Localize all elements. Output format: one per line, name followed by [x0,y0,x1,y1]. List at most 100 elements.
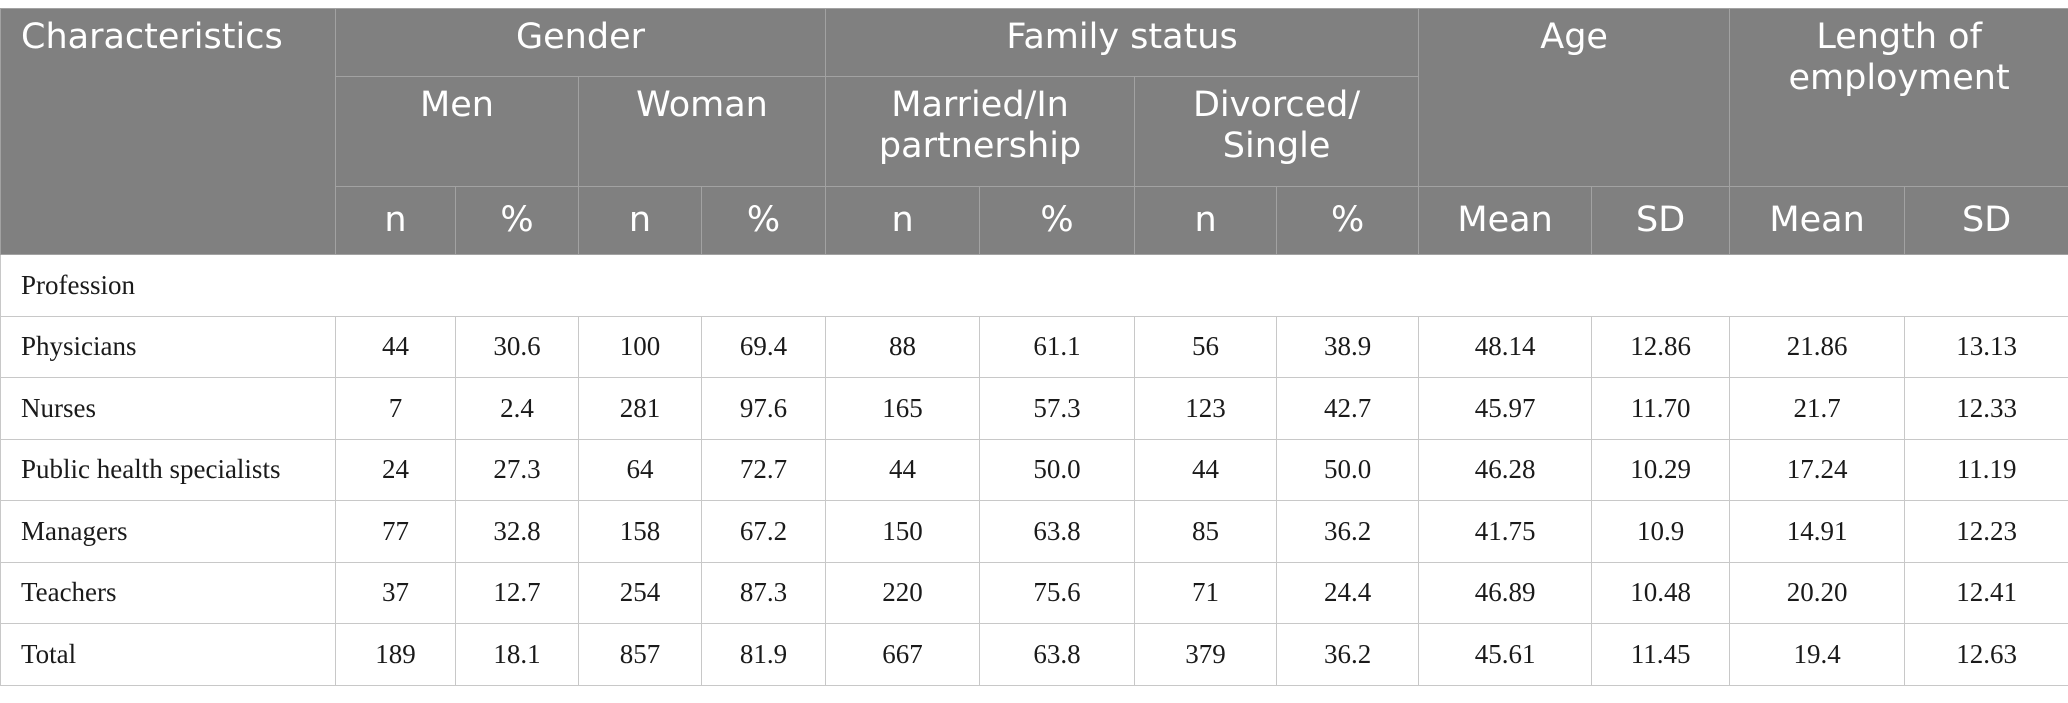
cell-men-pct: 2.4 [455,377,579,440]
cell-employment-sd: 12.41 [1904,561,2068,624]
header-age: Age [1418,8,1731,187]
row-label: Public health specialists [0,438,336,501]
cell-men-n: 77 [335,500,456,563]
cell-married-n: 220 [825,561,981,624]
cell-divorced-n: 56 [1134,315,1278,378]
cell-married-n: 88 [825,315,981,378]
header-length-of-employment: Length of employment [1729,8,2068,187]
cell-age-sd: 12.86 [1591,315,1731,378]
header-characteristics: Characteristics [0,8,336,255]
header-age-sd: SD [1591,186,1731,255]
header-employment-mean: Mean [1729,186,1906,255]
cell-age-mean: 45.61 [1418,623,1593,686]
cell-married-pct: 57.3 [979,377,1136,440]
header-age-mean: Mean [1418,186,1593,255]
header-divorced-n: n [1134,186,1278,255]
header-row-groups: Characteristics Gender Family status Age… [0,8,2068,255]
cell-men-n: 37 [335,561,456,624]
cell-married-pct: 61.1 [979,315,1136,378]
header-woman: Woman [577,76,827,187]
header-married-n: n [825,186,981,255]
header-married-pct: % [979,186,1136,255]
cell-employment-sd: 11.19 [1904,438,2068,501]
cell-woman-n: 254 [578,561,702,624]
cell-men-pct: 12.7 [455,561,579,624]
cell-divorced-pct: 38.9 [1276,315,1420,378]
cell-men-n: 189 [335,623,456,686]
cell-married-pct: 75.6 [979,561,1136,624]
section-label: Profession [0,254,2068,317]
header-men-n: n [335,186,456,255]
cell-men-pct: 27.3 [455,438,579,501]
header-woman-pct: % [700,186,827,255]
header-men: Men [335,76,579,187]
cell-employment-mean: 14.91 [1729,500,1906,563]
cell-age-mean: 46.89 [1418,561,1593,624]
table-row: Physicians 44 30.6 100 69.4 88 61.1 56 38.9 48.14… [0,315,2068,378]
cell-married-n: 44 [825,438,981,501]
row-label: Physicians [0,315,336,378]
cell-woman-n: 64 [578,438,702,501]
cell-woman-n: 158 [578,500,702,563]
table-row: Total 189 18.1 857 81.9 667 63.8 379 36.2 45.61 11… [0,623,2068,686]
header-employment-sd: SD [1904,186,2068,255]
cell-employment-mean: 19.4 [1729,623,1906,686]
cell-woman-n: 100 [578,315,702,378]
cell-married-n: 165 [825,377,981,440]
cell-employment-sd: 12.33 [1904,377,2068,440]
table-row: Teachers 37 12.7 254 87.3 220 75.6 71 24.4 46.89 1… [0,561,2068,624]
cell-men-pct: 32.8 [455,500,579,563]
row-label: Managers [0,500,336,563]
demographics-table: Characteristics Gender Family status Age… [0,8,2068,686]
cell-employment-mean: 20.20 [1729,561,1906,624]
header-row-measures: n % n % n % n % Mean SD Mean SD [1,186,2068,255]
cell-men-n: 24 [335,438,456,501]
cell-woman-n: 281 [578,377,702,440]
table-header: Characteristics Gender Family status Age… [0,8,2068,255]
row-label: Nurses [0,377,336,440]
table-row: Nurses 7 2.4 281 97.6 165 57.3 123 42.7 45.97 11.7… [0,377,2068,440]
table-row: Public health specialists 24 27.3 64 72.7 44 5… [0,438,2068,501]
cell-woman-pct: 81.9 [700,623,827,686]
cell-age-sd: 11.70 [1591,377,1731,440]
header-divorced-pct: % [1276,186,1420,255]
cell-woman-pct: 72.7 [700,438,827,501]
row-label: Total [0,623,336,686]
cell-employment-mean: 21.86 [1729,315,1906,378]
cell-divorced-n: 379 [1134,623,1278,686]
cell-men-pct: 18.1 [455,623,579,686]
cell-employment-mean: 17.24 [1729,438,1906,501]
cell-woman-n: 857 [578,623,702,686]
cell-employment-mean: 21.7 [1729,377,1906,440]
cell-age-mean: 46.28 [1418,438,1593,501]
cell-age-sd: 10.48 [1591,561,1731,624]
cell-age-mean: 41.75 [1418,500,1593,563]
row-label: Teachers [0,561,336,624]
cell-employment-sd: 13.13 [1904,315,2068,378]
cell-divorced-n: 44 [1134,438,1278,501]
cell-age-mean: 45.97 [1418,377,1593,440]
table-body: Profession Physicians 44 30.6 100 69.4 88 61.1… [0,254,2068,686]
cell-woman-pct: 97.6 [700,377,827,440]
cell-married-n: 667 [825,623,981,686]
cell-divorced-pct: 24.4 [1276,561,1420,624]
header-men-pct: % [455,186,579,255]
cell-employment-sd: 12.63 [1904,623,2068,686]
cell-divorced-pct: 36.2 [1276,500,1420,563]
cell-divorced-pct: 42.7 [1276,377,1420,440]
cell-divorced-n: 123 [1134,377,1278,440]
header-married: Married/In partnership [825,76,1136,187]
cell-woman-pct: 87.3 [700,561,827,624]
cell-age-mean: 48.14 [1418,315,1593,378]
cell-men-pct: 30.6 [455,315,579,378]
cell-divorced-n: 85 [1134,500,1278,563]
cell-married-pct: 63.8 [979,623,1136,686]
cell-married-n: 150 [825,500,981,563]
header-gender: Gender [334,8,827,77]
header-family-status: Family status [825,8,1420,77]
cell-age-sd: 11.45 [1591,623,1731,686]
header-divorced: Divorced/ Single [1134,76,1420,187]
cell-woman-pct: 69.4 [700,315,827,378]
header-woman-n: n [578,186,702,255]
cell-married-pct: 50.0 [979,438,1136,501]
